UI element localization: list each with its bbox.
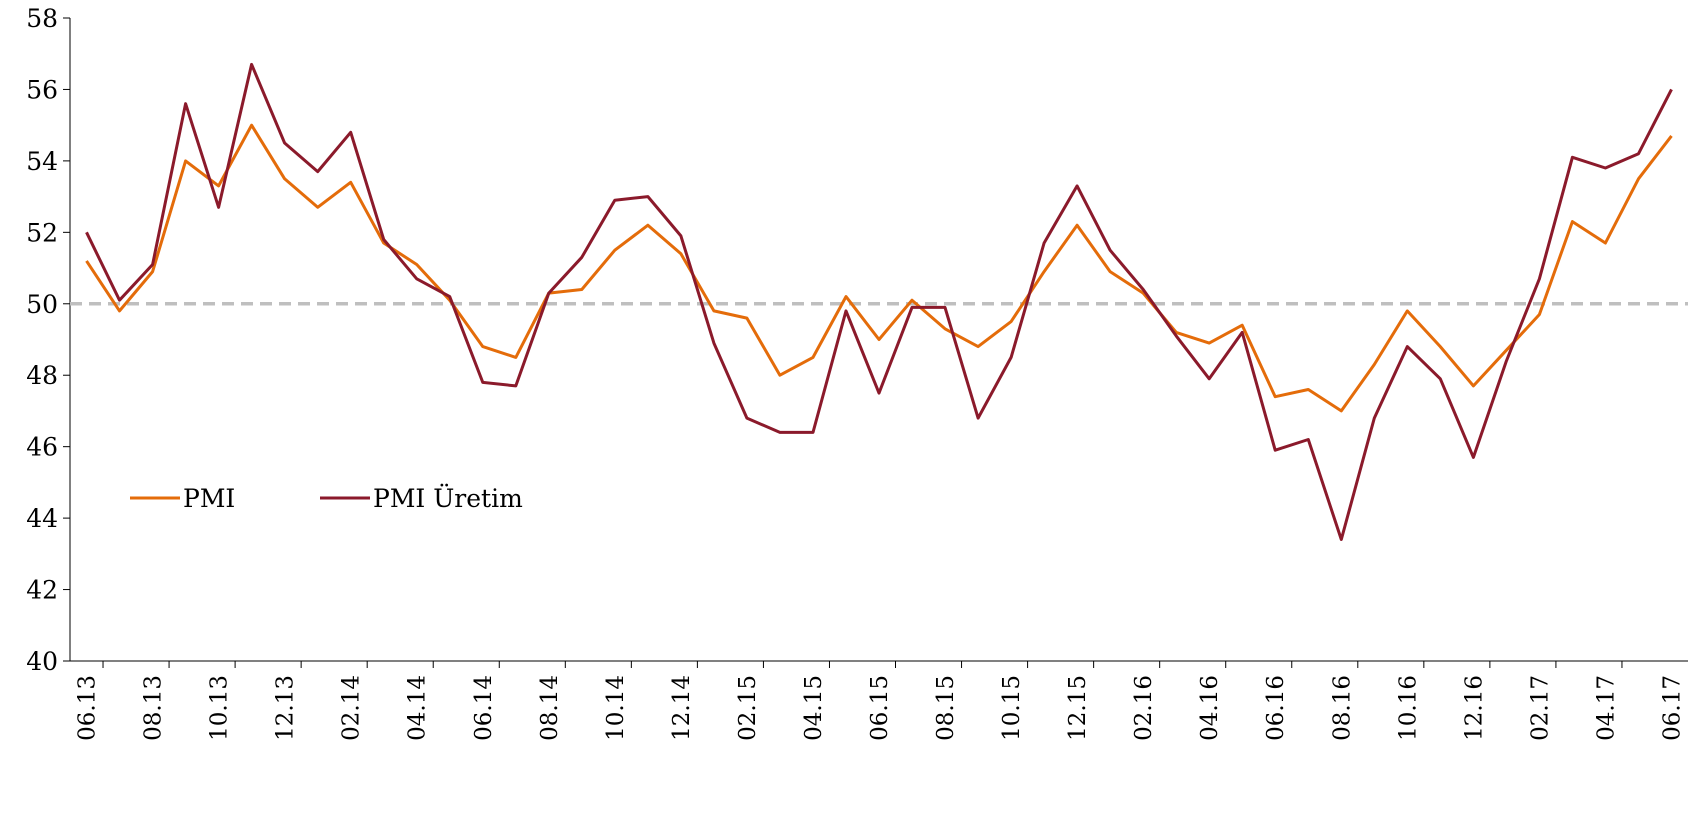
y-tick-label: 54 [26,147,58,176]
y-tick-label: 58 [26,4,58,33]
y-tick-label: 48 [26,361,58,390]
x-tick-label: 02.17 [1527,675,1553,741]
x-tick-label: 10.13 [207,675,233,741]
y-tick-label: 42 [26,576,58,605]
y-tick-label: 56 [26,75,58,104]
x-tick-label: 02.14 [339,675,365,741]
y-tick-label: 50 [26,290,58,319]
x-tick-label: 04.14 [405,675,431,741]
legend: PMI PMI Üretim [130,484,523,513]
legend-label-pmi-uretim: PMI Üretim [373,484,523,513]
axes: 40 42 44 46 48 50 52 54 56 58 06.13 08.13 10.13 12.13… [26,4,1688,741]
x-tick-label: 10.16 [1395,675,1421,741]
x-tick-label: 06.14 [471,675,497,741]
y-tick-label: 52 [26,218,58,247]
y-tick-label: 46 [26,433,58,462]
x-tick-label: 12.16 [1461,675,1487,741]
x-tick-label: 06.15 [867,675,893,741]
x-tick-label: 06.13 [75,675,101,741]
x-tick-label: 08.15 [933,675,959,741]
x-tick-label: 02.16 [1131,675,1157,741]
x-tick-label: 04.17 [1593,675,1619,741]
series-group [85,62,1673,541]
x-tick-label: 10.15 [999,675,1025,741]
x-tick-label: 10.14 [603,675,629,741]
series-line-pmi [85,123,1673,413]
x-tick-label: 04.15 [801,675,827,741]
x-tick-label: 08.14 [537,675,563,741]
x-tick-label: 04.16 [1197,675,1223,741]
y-tick-label: 40 [26,647,58,676]
y-tick-label: 44 [26,504,58,533]
x-tick-label: 12.14 [669,675,695,741]
x-tick-label: 08.16 [1329,675,1355,741]
x-tick-label: 06.17 [1659,675,1685,741]
x-tick-label: 02.15 [735,675,761,741]
x-tick-label: 12.15 [1065,675,1091,741]
x-tick-label: 06.16 [1263,675,1289,741]
series-line-pmi-uretim [85,62,1673,541]
x-tick-label: 08.13 [141,675,167,741]
legend-label-pmi: PMI [183,484,235,513]
x-tick-label: 12.13 [273,675,299,741]
